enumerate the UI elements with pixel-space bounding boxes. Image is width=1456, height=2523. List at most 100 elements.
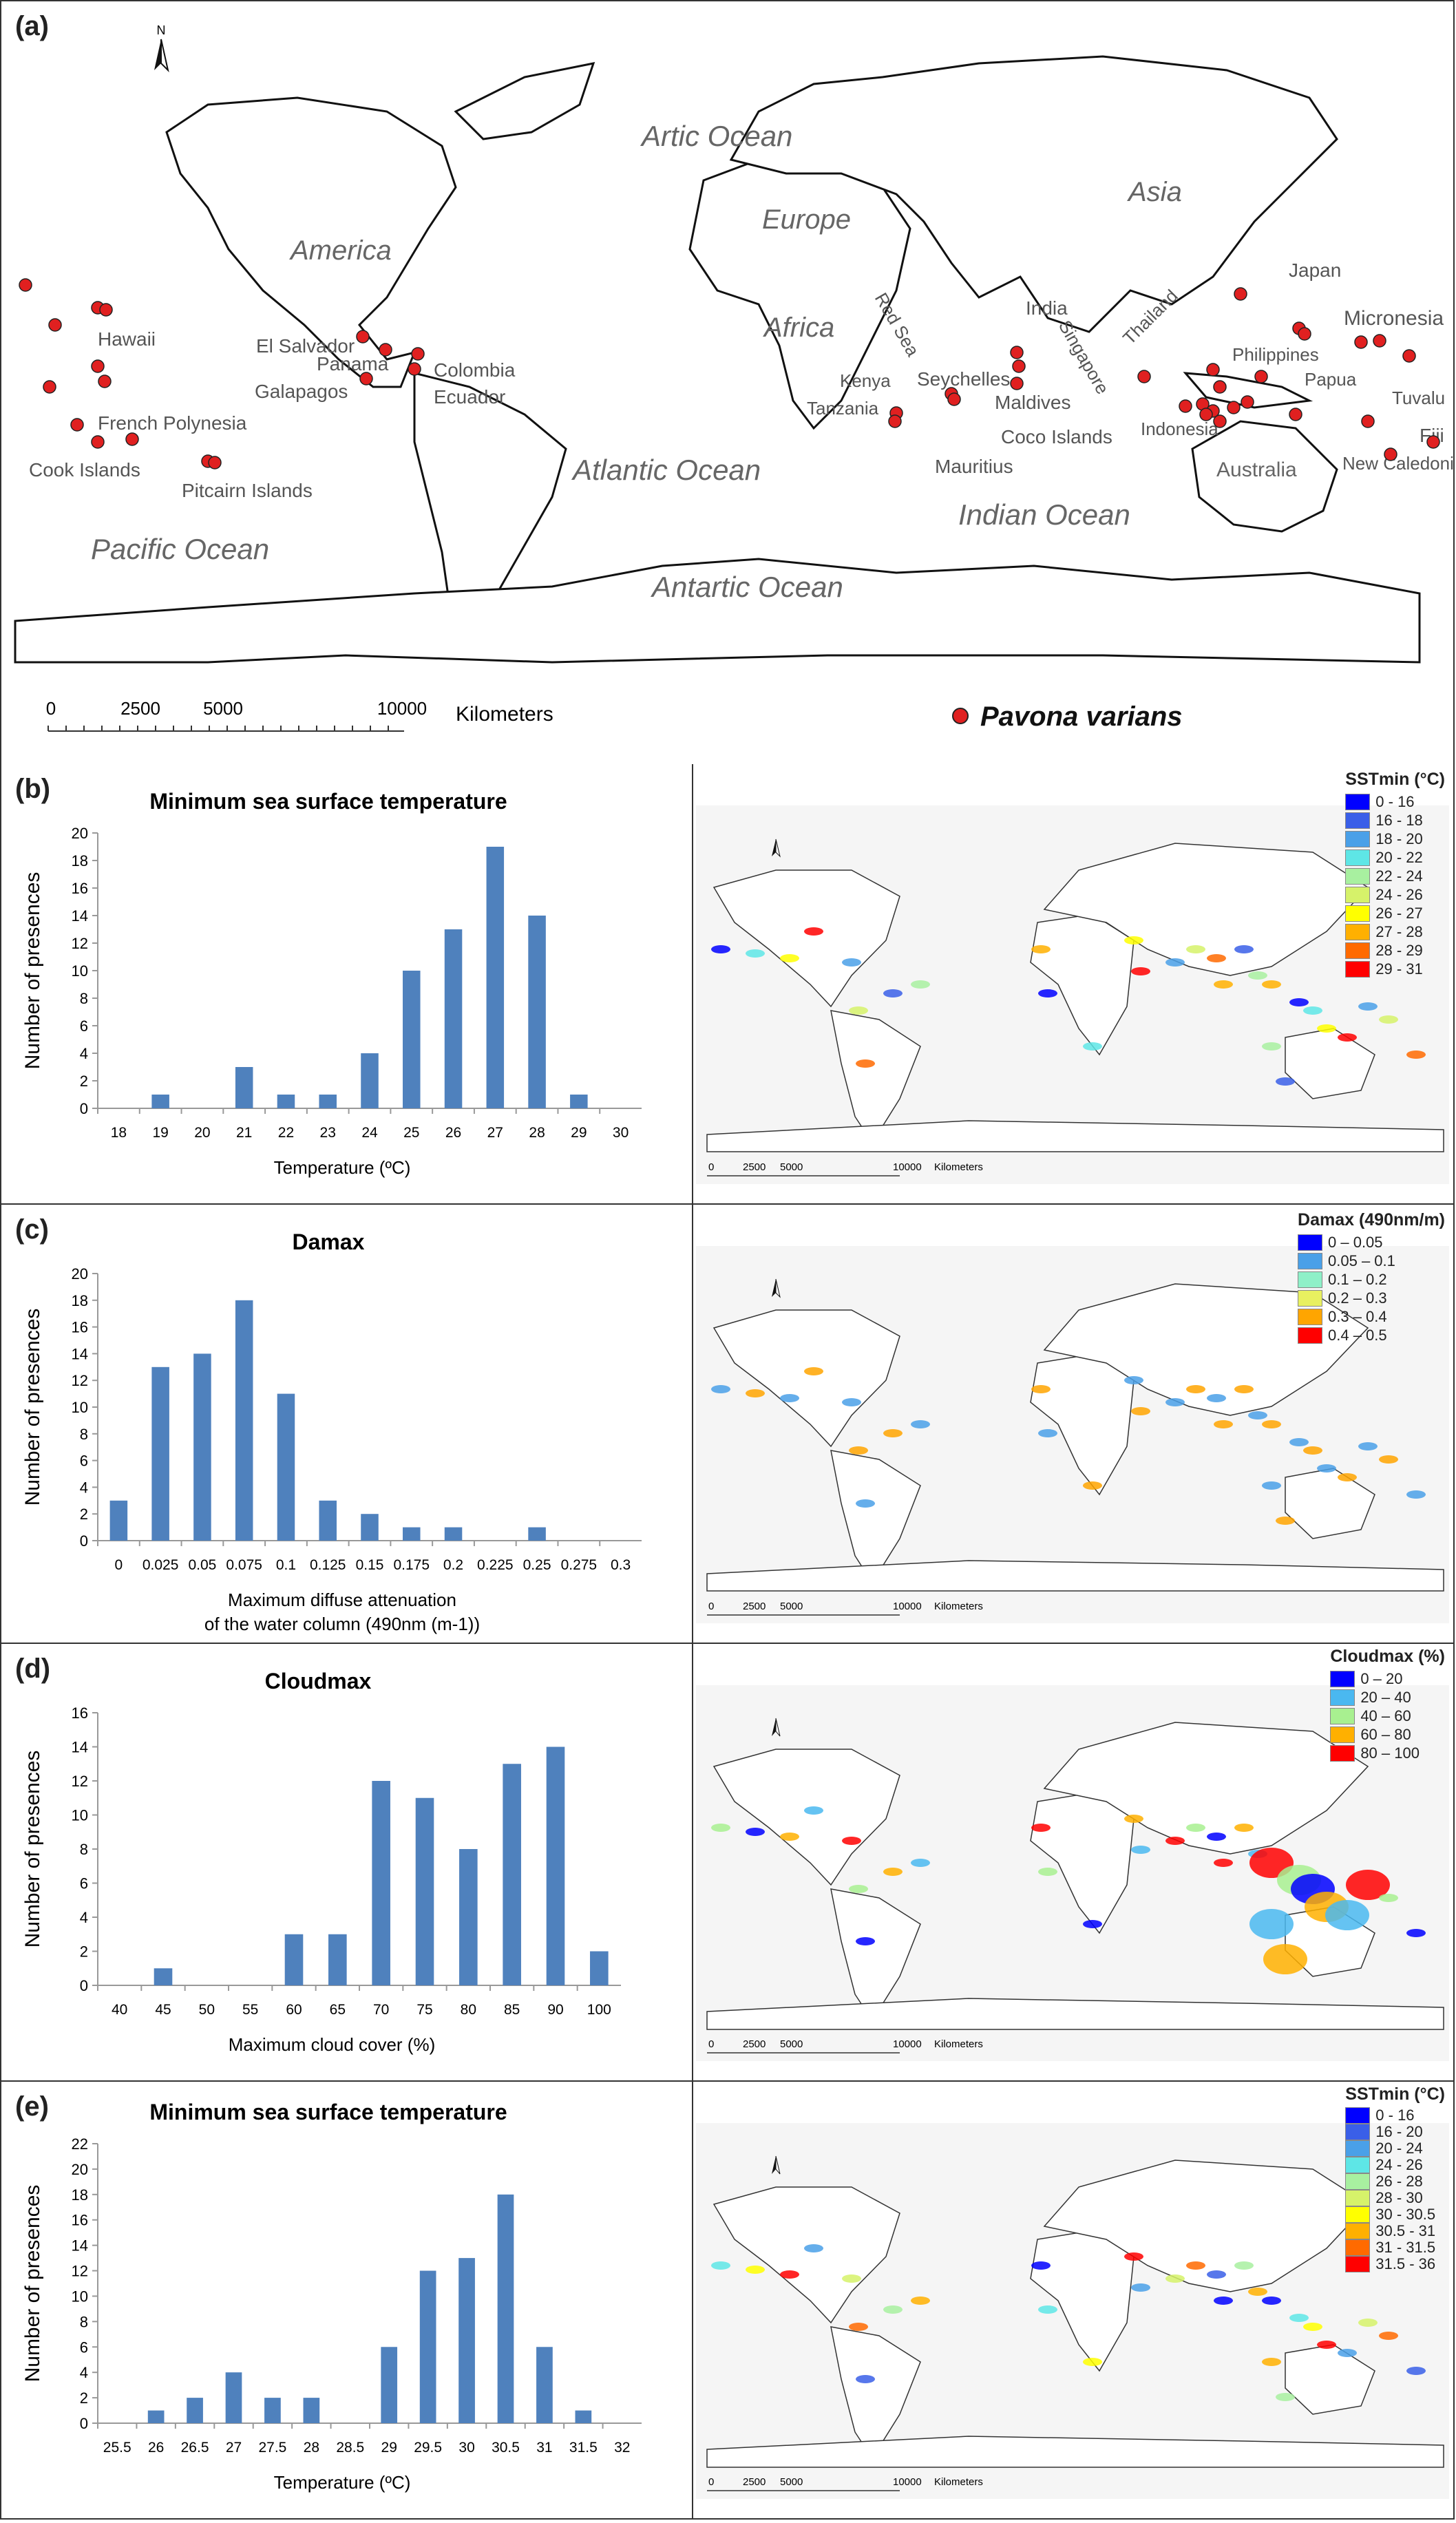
legend-swatch: [1345, 2206, 1371, 2223]
legend-label: 0 – 0.05: [1328, 1233, 1383, 1251]
legend-swatch: [1345, 793, 1371, 810]
presence-marker: [1179, 399, 1192, 413]
presence-marker: [379, 343, 392, 357]
map-scale-label: Kilometers: [934, 1601, 983, 1612]
habitat-cell: [1214, 1420, 1233, 1428]
habitat-cell: [1317, 1464, 1336, 1472]
presence-marker: [98, 374, 112, 388]
x-tick-label: 26: [148, 2440, 164, 2456]
legend-label: 24 - 26: [1375, 2156, 1423, 2173]
habitat-cell: [883, 1429, 903, 1437]
habitat-cell: [883, 2305, 903, 2314]
bar: [570, 1095, 588, 1108]
bar-chart: Cloudmax 0 2 4 6 8 10 12 14 16 40 45 50 55 60 65 70 75 80 8…: [21, 1669, 621, 2055]
y-tick-label: 10: [72, 2288, 88, 2305]
x-tick-label: 23: [320, 1125, 336, 1141]
habitat-cell: [1207, 1833, 1226, 1841]
habitat-cell: [849, 1885, 868, 1893]
map-legend: SSTmin (°C) 0 - 16 16 - 18 18 - 20 20 - 22 22…: [1345, 770, 1445, 978]
habitat-cell: [849, 2323, 868, 2331]
legend-label: 18 - 20: [1375, 830, 1423, 847]
habitat-cell: [1031, 1824, 1051, 1832]
habitat-cell: [711, 945, 730, 953]
bar: [319, 1500, 337, 1541]
presence-marker: [208, 456, 222, 469]
north-arrow-icon: N: [154, 23, 169, 73]
bar: [361, 1053, 379, 1108]
y-tick-label: 4: [80, 1479, 88, 1496]
map-scale-label: Kilometers: [934, 2038, 983, 2050]
bar: [546, 1746, 565, 1985]
x-tick-label: 0.025: [143, 1557, 179, 1573]
place-label: New Caledonia: [1342, 453, 1453, 474]
legend-swatch: [1298, 1327, 1323, 1344]
habitat-cell: [1338, 2349, 1357, 2357]
legend-swatch: [1345, 2190, 1371, 2206]
presence-marker: [1227, 401, 1241, 414]
legend-label: 40 – 60: [1360, 1707, 1411, 1724]
panel-label: (d): [15, 1654, 51, 1684]
map-legend-item: 29 - 31: [1345, 960, 1445, 978]
habitat-cell: [1131, 1846, 1150, 1854]
y-tick-label: 14: [72, 1739, 88, 1756]
histogram-panel: (e) Minimum sea surface temperature 0 2 4 6 8 1…: [1, 2082, 693, 2518]
continent-label: Asia: [1127, 177, 1182, 207]
habitat-cell: [849, 1006, 868, 1015]
x-tick-label: 65: [330, 2002, 346, 2018]
presence-marker: [947, 392, 961, 406]
x-tick-label: 32: [614, 2440, 630, 2456]
habitat-cell: [1186, 945, 1205, 953]
y-tick-label: 16: [72, 2212, 88, 2229]
presence-marker: [1289, 408, 1302, 421]
map-scale-label: 5000: [780, 2476, 803, 2488]
y-tick-label: 2: [80, 2389, 88, 2407]
bar: [328, 1934, 347, 1985]
x-tick-label: 0: [115, 1557, 123, 1573]
y-tick-label: 16: [72, 1704, 88, 1722]
panel-label-a: (a): [15, 11, 49, 41]
presence-marker: [1241, 395, 1254, 409]
figure-row-c: (c) Damax 0 2 4 6 8 10 12 14 16 18 20 0 0.025 0.05 0.075…: [0, 1205, 1455, 1644]
bar: [361, 1514, 379, 1541]
x-tick-label: 26.5: [181, 2440, 209, 2456]
world-map: N Artic Ocean Atlantic Ocean Indian Ocean P…: [14, 23, 1453, 732]
panel-label: (c): [15, 1214, 49, 1245]
habitat-cell: [780, 2270, 799, 2279]
y-tick-label: 12: [72, 2263, 88, 2280]
bar: [528, 916, 546, 1108]
presence-marker: [411, 347, 425, 361]
habitat-cell: [1165, 2274, 1185, 2283]
habitat-cell: [1248, 2288, 1267, 2296]
y-tick-label: 12: [72, 1773, 88, 1790]
y-tick-label: 6: [80, 1017, 88, 1035]
presence-marker: [1234, 287, 1247, 301]
x-tick-label: 27.5: [258, 2440, 286, 2456]
bar: [486, 847, 505, 1108]
legend-label: 31 - 31.5: [1375, 2239, 1436, 2256]
place-label: India: [1026, 297, 1068, 319]
bar: [151, 1095, 169, 1108]
x-axis-label: Maximum cloud cover (%): [229, 2034, 436, 2055]
habitat-cell: [711, 2261, 730, 2270]
map-legend-item: 0.05 – 0.1: [1298, 1252, 1445, 1270]
map-legend-item: 0.3 – 0.4: [1298, 1307, 1445, 1326]
map-legend-item: 24 - 26: [1345, 885, 1445, 904]
habitat-cell: [1262, 1481, 1281, 1490]
presence-marker: [1010, 346, 1024, 359]
x-tick-label: 100: [587, 2002, 611, 2018]
legend-swatch: [1298, 1289, 1323, 1307]
x-tick-label: 30.5: [492, 2440, 520, 2456]
x-tick-label: 0.275: [561, 1557, 598, 1573]
habitat-cell: [1406, 2367, 1426, 2375]
habitat-cell: [1276, 2393, 1295, 2401]
habitat-cell: [1124, 1376, 1143, 1384]
mini-world-map: 0 2500 5000 10000 Kilometers: [696, 1246, 1449, 1623]
presence-marker: [1426, 435, 1440, 449]
y-axis-label: Number of presences: [21, 1751, 44, 1948]
habitat-cell: [1234, 1385, 1254, 1393]
habitat-cell: [1038, 1868, 1057, 1876]
x-tick-label: 29.5: [414, 2440, 442, 2456]
habitat-cell: [1379, 1455, 1398, 1464]
chart-title: Cloudmax: [265, 1669, 372, 1693]
legend-marker-icon: [952, 708, 969, 724]
